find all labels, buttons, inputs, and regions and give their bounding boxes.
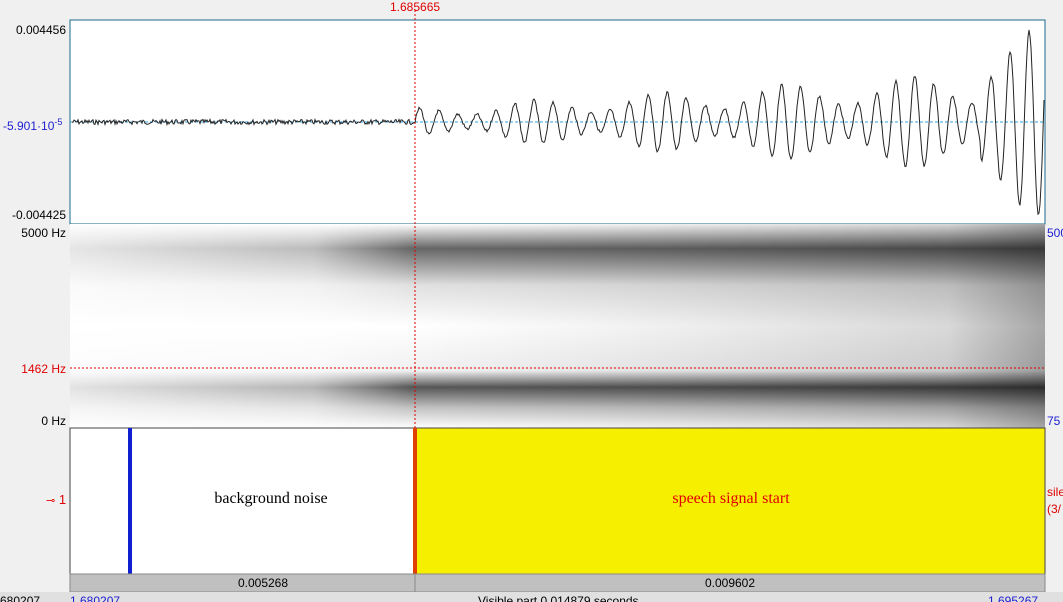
dur-2-text: 0.009602 bbox=[705, 576, 755, 590]
dur-1-text: 0.005268 bbox=[238, 576, 288, 590]
status-left-cut: 680207 bbox=[0, 594, 40, 602]
spectrogram-shade bbox=[70, 224, 1045, 428]
boundary-red[interactable] bbox=[413, 428, 417, 574]
status-row: 680207 1.680207 Visible part 0.014879 se… bbox=[0, 594, 1063, 602]
status-end[interactable]: 1.695267 bbox=[988, 594, 1038, 602]
praat-window: 1.685665 0.004456 -5.901·10-5 -0.004425 … bbox=[0, 0, 1063, 602]
interval-1-text: background noise bbox=[214, 490, 327, 508]
editor bbox=[0, 0, 1063, 602]
status-visible: Visible part 0.014879 seconds bbox=[478, 594, 639, 602]
boundary-blue[interactable] bbox=[128, 428, 132, 574]
status-start[interactable]: 1.680207 bbox=[70, 594, 120, 602]
interval-2-text: speech signal start bbox=[672, 490, 789, 508]
duration-bar[interactable] bbox=[70, 574, 1045, 592]
